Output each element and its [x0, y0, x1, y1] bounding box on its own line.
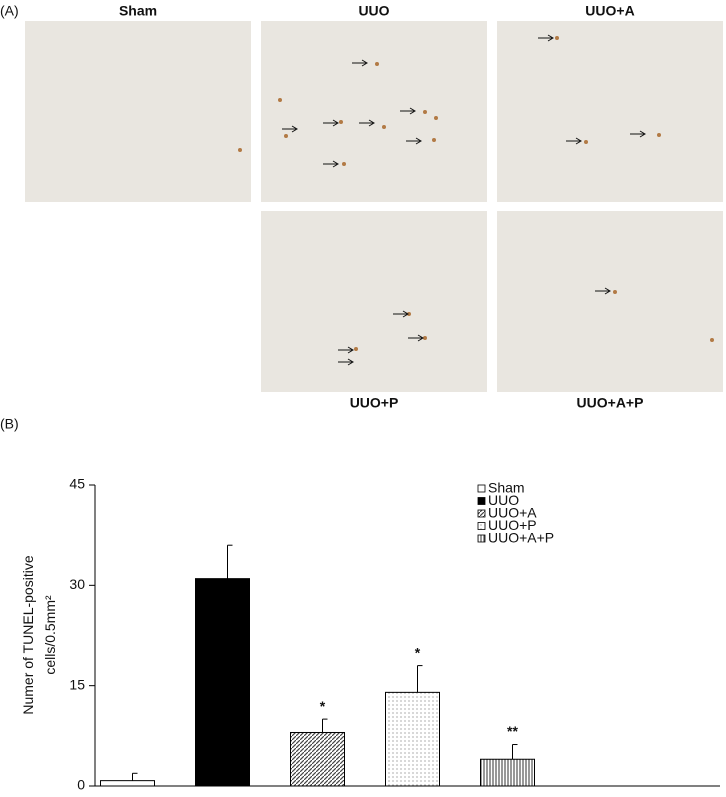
stain [342, 162, 346, 166]
y-axis-label: Numer of TUNEL-positive cells/0.5mm² [20, 555, 58, 714]
micrograph [25, 21, 251, 202]
arrow-head [409, 107, 416, 115]
y-tick-label: 30 [69, 576, 85, 592]
arrow-head [368, 119, 375, 127]
y-tick-label: 15 [69, 676, 85, 692]
image-label: Sham [119, 3, 157, 19]
stain [278, 98, 282, 102]
legend-label: UUO+A+P [488, 530, 554, 546]
stain [375, 62, 379, 66]
arrow-head [547, 34, 554, 42]
stain [710, 338, 714, 342]
legend-swatch [477, 509, 486, 518]
stain [423, 336, 427, 340]
image-label: UUO [358, 3, 389, 19]
bar [480, 758, 535, 787]
arrow-head [415, 137, 422, 145]
micrographs: Sham UUO UUO+A UUO+P UUO+A+P [25, 3, 723, 411]
legend-label: UUO+P [488, 517, 537, 533]
bar [290, 731, 345, 787]
stain [284, 134, 288, 138]
stain [613, 290, 617, 294]
stain [432, 138, 436, 142]
micrograph [261, 211, 487, 392]
stain [382, 125, 386, 129]
y-tick-label: 0 [77, 777, 85, 793]
image-label: UUO+A [585, 3, 634, 19]
legend-label: Sham [488, 480, 525, 496]
bar-chart: 0 15 30 45 Numer of TUNEL-positive cells/0.5m… [20, 476, 720, 793]
bar [195, 578, 250, 787]
legend-swatch [477, 497, 486, 505]
legend-label: UUO [488, 492, 519, 508]
image-label: UUO+P [350, 395, 399, 411]
legend-swatch [477, 484, 486, 493]
legend-label: UUO+A [488, 505, 537, 521]
stain [434, 116, 438, 120]
micrograph [497, 21, 723, 202]
stain [584, 140, 588, 144]
stain [354, 347, 358, 351]
stain [423, 110, 427, 114]
arrow-head [604, 287, 611, 295]
arrow-head [332, 160, 339, 168]
stain [555, 36, 559, 40]
panel-label: (B) [0, 416, 19, 432]
legend-swatch [477, 522, 486, 530]
arrow-head [347, 358, 354, 366]
stain [407, 312, 411, 316]
arrow-head [332, 119, 339, 127]
significance: * [415, 644, 421, 660]
arrow-head [291, 125, 298, 133]
bar [100, 780, 155, 787]
stain [238, 148, 242, 152]
arrow-head [575, 137, 582, 145]
y-axis-label-line: Numer of TUNEL-positive [20, 555, 36, 714]
panel-label: (A) [0, 3, 19, 19]
arrow-head [347, 346, 354, 354]
arrow-head [639, 130, 646, 138]
legend-swatch [477, 534, 486, 543]
arrow-head [402, 310, 409, 318]
y-tick-label: 45 [69, 476, 85, 492]
arrow-head [417, 334, 424, 342]
micrograph [261, 21, 487, 202]
bar [385, 691, 440, 787]
image-label: UUO+A+P [577, 395, 644, 411]
stain [657, 133, 661, 137]
stain [339, 120, 343, 124]
significance: ** [507, 723, 518, 739]
arrow-head [361, 59, 368, 67]
y-axis-label-line: cells/0.5mm² [42, 595, 58, 675]
significance: * [320, 698, 326, 714]
micrograph [497, 211, 723, 392]
